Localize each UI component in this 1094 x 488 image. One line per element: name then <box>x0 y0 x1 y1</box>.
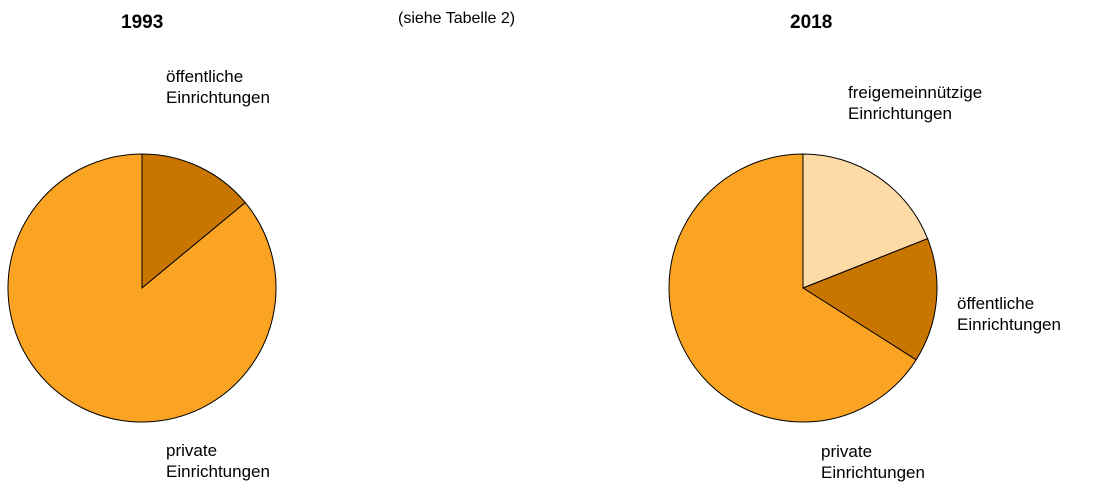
label-2018-private: private Einrichtungen <box>821 442 925 482</box>
chart-title-1993: 1993 <box>121 12 164 33</box>
pie-slice-1993-1 <box>7 153 277 423</box>
label-1993-oeffentliche: öffentliche Einrichtungen <box>166 67 270 107</box>
chart-title-2018: 2018 <box>790 12 833 33</box>
pie-slice-2018-1 <box>801 238 938 361</box>
label-2018-freigemeinnuetzige: freigemeinnützige Einrichtungen <box>848 83 983 123</box>
label-1993-private: private Einrichtungen <box>166 441 270 481</box>
label-2018-oeffentliche: öffentliche Einrichtungen <box>957 294 1061 334</box>
pie-slice-2018-0 <box>802 153 929 289</box>
pie-slice-2018-2 <box>668 153 917 423</box>
table-reference-note: (siehe Tabelle 2) <box>398 10 516 27</box>
pie-slice-1993-0 <box>141 153 246 290</box>
